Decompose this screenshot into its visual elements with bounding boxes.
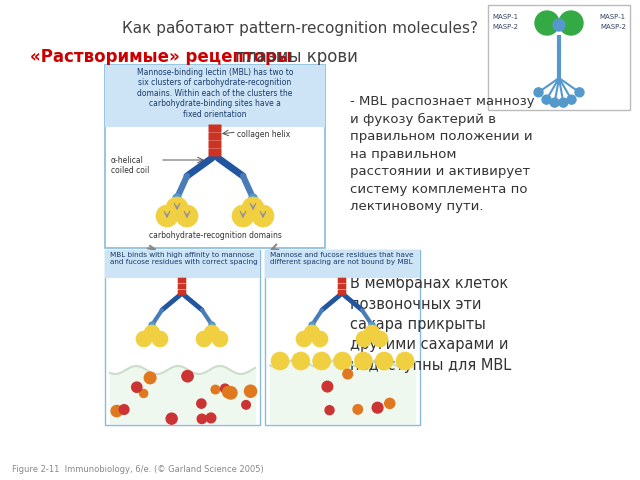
Circle shape [292,352,310,370]
Circle shape [252,205,274,227]
Circle shape [325,406,334,415]
FancyBboxPatch shape [105,250,260,425]
Text: Mannose and fucose residues that have
different spacing are not bound by MBL: Mannose and fucose residues that have di… [270,252,413,265]
Circle shape [249,194,257,202]
Circle shape [559,98,568,107]
Circle shape [182,371,193,382]
Circle shape [156,205,178,227]
Circle shape [204,325,220,341]
Circle shape [333,352,351,370]
Circle shape [355,352,372,370]
Circle shape [144,372,156,384]
FancyBboxPatch shape [338,284,346,289]
FancyBboxPatch shape [178,290,186,295]
Circle shape [212,331,228,347]
Circle shape [206,413,216,423]
Circle shape [242,197,264,219]
FancyBboxPatch shape [265,250,420,278]
Circle shape [559,11,583,35]
Circle shape [223,386,234,398]
Circle shape [152,331,168,347]
FancyBboxPatch shape [105,250,260,278]
Circle shape [309,322,315,328]
Circle shape [211,385,220,394]
Circle shape [119,405,129,414]
FancyBboxPatch shape [209,148,221,156]
FancyBboxPatch shape [178,284,186,289]
Text: MASP-2: MASP-2 [492,24,518,30]
FancyBboxPatch shape [105,65,325,248]
Circle shape [312,331,328,347]
FancyBboxPatch shape [338,290,346,295]
FancyBboxPatch shape [338,278,346,283]
Circle shape [575,88,584,97]
Circle shape [296,331,312,347]
FancyBboxPatch shape [265,250,420,425]
Circle shape [364,325,380,341]
Text: MASP-1: MASP-1 [600,14,626,20]
Circle shape [173,194,181,202]
Circle shape [176,205,198,227]
Circle shape [132,382,142,392]
Circle shape [322,381,333,392]
Text: Как работают pattern-recognition molecules?: Как работают pattern-recognition molecul… [122,20,478,36]
Circle shape [111,406,122,417]
Circle shape [197,414,207,423]
Circle shape [353,405,362,414]
FancyBboxPatch shape [178,278,186,283]
Text: Figure 2-11  Immunobiology, 6/e. (© Garland Science 2005): Figure 2-11 Immunobiology, 6/e. (© Garla… [12,465,264,474]
FancyBboxPatch shape [105,65,325,127]
Circle shape [534,88,543,97]
Circle shape [144,325,160,341]
Circle shape [149,322,155,328]
Circle shape [196,331,212,347]
Circle shape [225,387,237,399]
Text: Mannose-binding lectin (MBL) has two to
six clusters of carbohydrate-recognition: Mannose-binding lectin (MBL) has two to … [137,68,293,119]
Text: MASP-2: MASP-2 [600,24,626,30]
FancyBboxPatch shape [209,124,221,132]
Circle shape [166,413,177,424]
Text: В мембранах клеток
позвоночных эти
сахара прикрыты
другими сахарами и
недоступны: В мембранах клеток позвоночных эти сахар… [350,275,511,373]
Circle shape [369,322,375,328]
Circle shape [244,385,257,397]
Text: collagen helix: collagen helix [237,130,291,139]
Circle shape [221,384,230,393]
Circle shape [356,331,372,347]
Circle shape [550,98,559,107]
Text: плазмы крови: плазмы крови [230,48,358,66]
Circle shape [535,11,559,35]
Text: MBL binds with high affinity to mannose
and fucose residues with correct spacing: MBL binds with high affinity to mannose … [110,252,258,265]
Circle shape [140,389,148,397]
Circle shape [553,19,565,31]
Circle shape [209,322,215,328]
Circle shape [396,352,414,370]
Text: carbohydrate-recognition domains: carbohydrate-recognition domains [148,231,282,240]
Circle shape [136,331,152,347]
Text: MASP-1: MASP-1 [492,14,518,20]
Circle shape [304,325,320,341]
FancyBboxPatch shape [488,5,630,110]
Circle shape [343,369,353,379]
Circle shape [271,352,289,370]
Circle shape [242,401,250,409]
Text: α-helical
coiled coil: α-helical coiled coil [111,156,149,175]
FancyBboxPatch shape [209,132,221,141]
Circle shape [385,398,395,408]
Circle shape [166,197,188,219]
Text: - MBL распознает маннозу
и фукозу бактерий в
правильном положении и
на правильно: - MBL распознает маннозу и фукозу бактер… [350,95,534,213]
Circle shape [196,399,206,408]
Circle shape [313,352,331,370]
Circle shape [567,95,576,104]
Circle shape [232,205,254,227]
Text: «Растворимые» рецепторы: «Растворимые» рецепторы [30,48,292,66]
Circle shape [542,95,551,104]
Circle shape [375,352,393,370]
Circle shape [372,402,383,413]
Circle shape [372,331,388,347]
FancyBboxPatch shape [209,141,221,148]
